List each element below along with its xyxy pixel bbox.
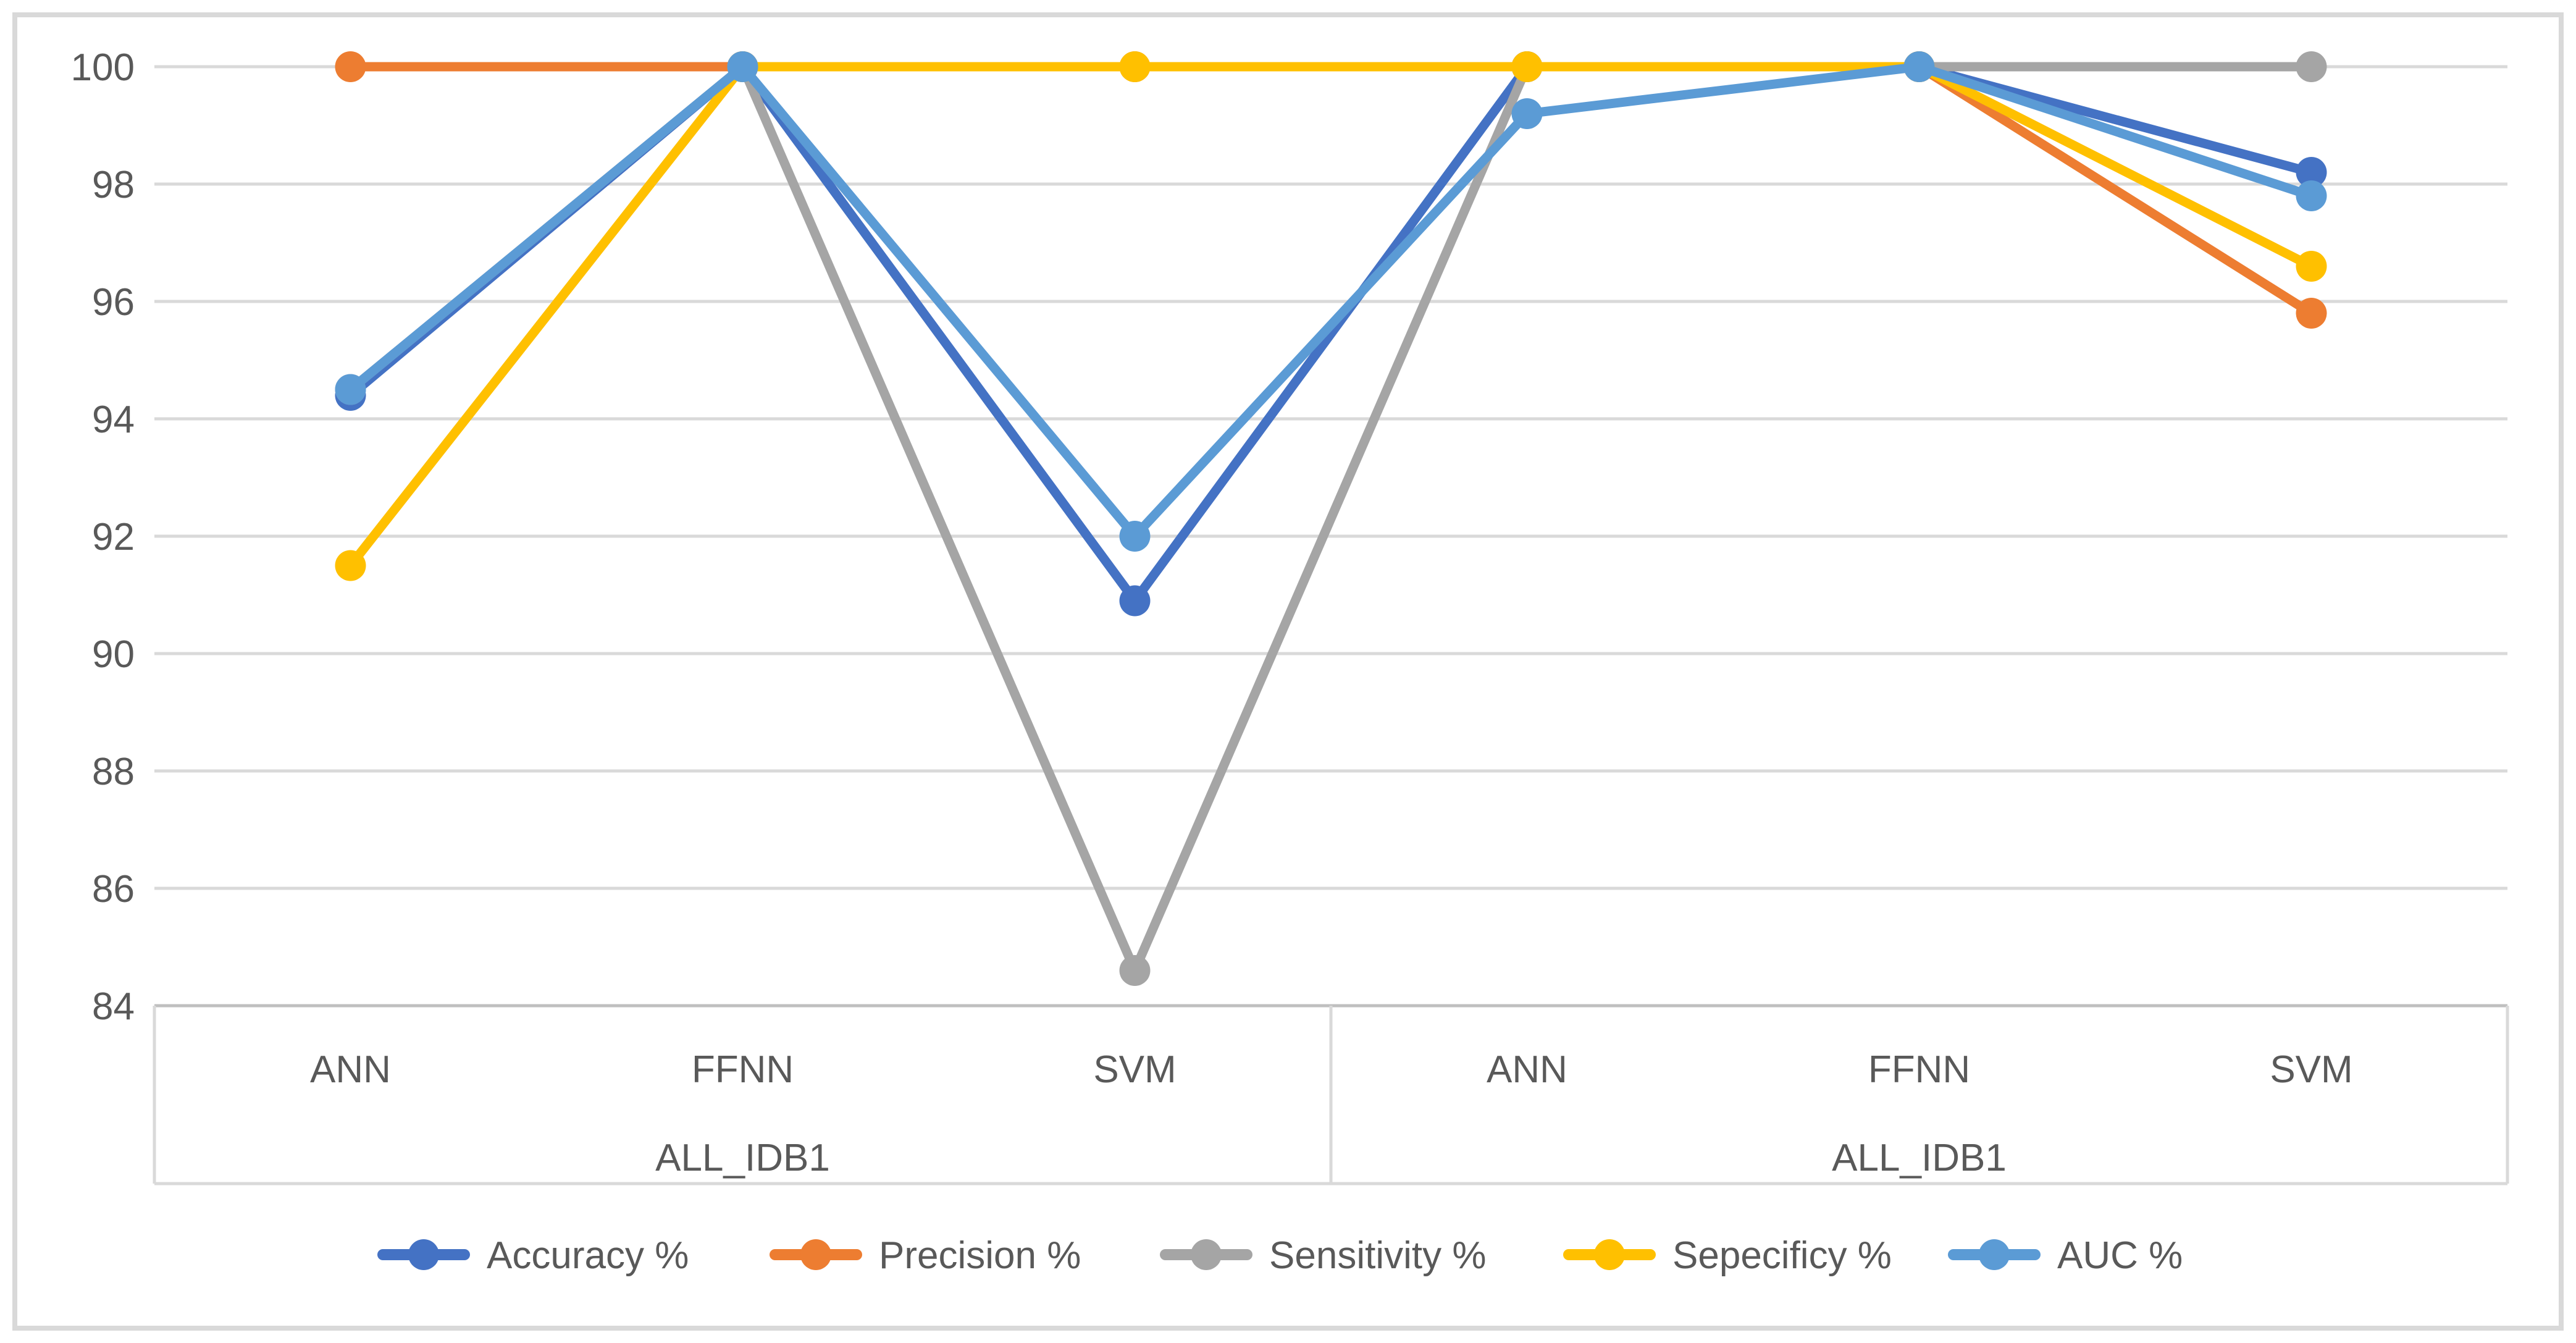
legend-item: Sepecificy % (1563, 1234, 1892, 1277)
category-label: FFNN (692, 1048, 794, 1091)
series-line (346, 62, 2316, 975)
legend-label: Sepecificy % (1672, 1234, 1892, 1277)
category-axis-band (153, 1006, 2509, 1185)
category-label: ANN (310, 1048, 391, 1091)
y-tick-label: 98 (92, 164, 135, 206)
y-tick-label: 90 (92, 633, 135, 676)
legend-label: AUC % (2057, 1234, 2183, 1277)
data-point-marker (335, 374, 366, 405)
y-tick-label: 92 (92, 516, 135, 558)
legend-label: Accuracy % (487, 1234, 689, 1277)
series-auc (335, 51, 2327, 552)
legend-marker-icon (800, 1239, 831, 1270)
series-line (346, 62, 2316, 570)
legend-item: Precision % (770, 1234, 1081, 1277)
legend-marker-icon (1979, 1239, 2010, 1270)
legend: Accuracy % Precision % Sensitivity % Sepeci… (377, 1234, 2183, 1277)
data-point-marker (2296, 251, 2327, 282)
legend-item: AUC % (1948, 1234, 2183, 1277)
y-tick-label: 96 (92, 281, 135, 324)
data-point-marker (2296, 298, 2327, 329)
data-point-marker (1119, 521, 1151, 552)
data-point-marker (1119, 51, 1151, 82)
y-tick-label: 100 (71, 46, 135, 89)
axis-group-label: ALL_IDB1 (655, 1137, 830, 1179)
data-point-marker (1119, 955, 1151, 986)
axis-group-label: ALL_IDB1 (1832, 1137, 2007, 1179)
y-axis-tick-labels: 100 98 96 94 92 90 88 86 84 (71, 46, 135, 1028)
category-label: SVM (1093, 1048, 1176, 1091)
y-tick-label: 88 (92, 751, 135, 793)
figure-border (12, 12, 2564, 1331)
data-point-marker (1903, 51, 1935, 82)
category-label: FFNN (1868, 1048, 1970, 1091)
y-tick-label: 86 (92, 868, 135, 911)
legend-item: Accuracy % (377, 1234, 689, 1277)
y-tick-label: 94 (92, 398, 135, 441)
data-point-marker (335, 550, 366, 581)
series-sensitivity (335, 51, 2327, 986)
legend-marker-icon (1191, 1239, 1222, 1270)
gridlines (154, 65, 2507, 1008)
data-point-marker (727, 51, 758, 82)
data-point-marker (1511, 51, 1543, 82)
category-labels: ANN FFNN SVM ALL_IDB1 ANN FFNN SVM ALL_IDB1 (310, 1048, 2353, 1179)
data-point-marker (1119, 585, 1151, 617)
legend-label: Precision % (879, 1234, 1081, 1277)
legend-marker-icon (408, 1239, 439, 1270)
data-point-marker (1511, 98, 1543, 129)
data-point-marker (2296, 157, 2327, 188)
legend-marker-icon (1594, 1239, 1625, 1270)
legend-item: Sensitivity % (1160, 1234, 1486, 1277)
data-point-marker (2296, 51, 2327, 82)
category-label: ANN (1487, 1048, 1567, 1091)
legend-label: Sensitivity % (1269, 1234, 1486, 1277)
y-tick-label: 84 (92, 985, 135, 1028)
data-point-marker (335, 51, 366, 82)
category-label: SVM (2270, 1048, 2352, 1091)
series-line (346, 62, 2316, 541)
data-point-marker (2296, 180, 2327, 211)
